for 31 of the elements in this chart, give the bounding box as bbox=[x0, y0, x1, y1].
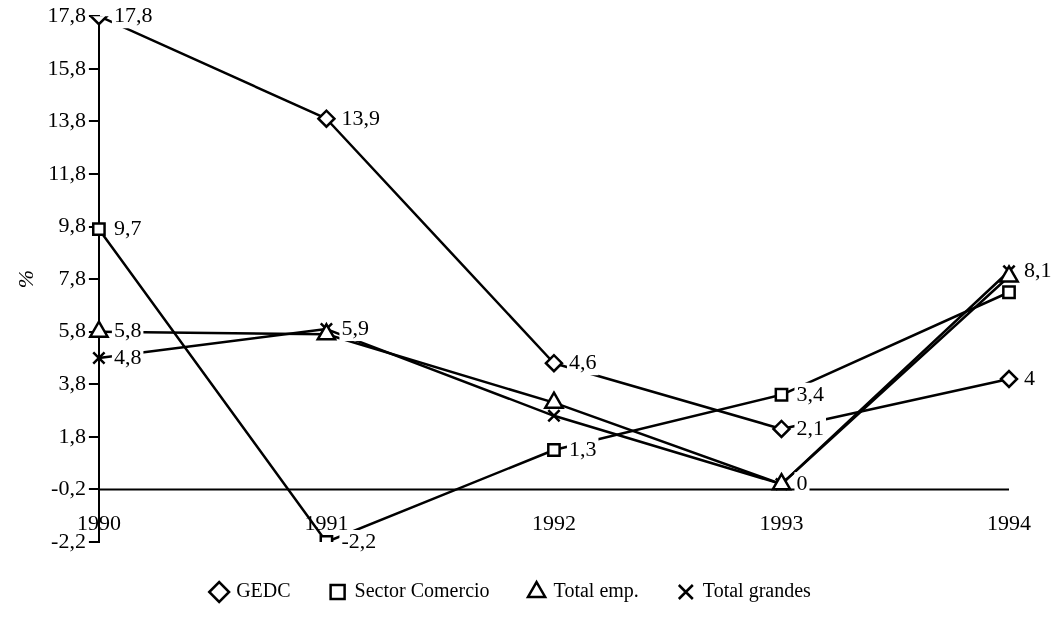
data-label: 1,3 bbox=[568, 435, 597, 461]
data-label: 8,1 bbox=[1024, 256, 1052, 282]
data-label: 4 bbox=[1024, 364, 1035, 390]
x-tick-label: 1992 bbox=[531, 510, 576, 536]
legend-label: Sector Comercio bbox=[354, 579, 490, 602]
data-label: 3,4 bbox=[796, 380, 824, 406]
data-label: 5,9 bbox=[341, 314, 369, 340]
y-tick-label: 13,8 bbox=[47, 107, 86, 133]
y-tick-label: 11,8 bbox=[48, 159, 86, 185]
y-tick-label: -0,2 bbox=[51, 475, 86, 501]
data-label: 4,6 bbox=[568, 349, 597, 375]
x-tick-label: 1994 bbox=[987, 510, 1031, 536]
data-label: 13,9 bbox=[341, 104, 380, 130]
y-tick-label: 5,8 bbox=[58, 317, 86, 343]
y-tick-label: 9,8 bbox=[58, 212, 86, 238]
data-label: 0 bbox=[796, 469, 808, 495]
y-tick-label: 17,8 bbox=[47, 1, 86, 27]
x-tick-label: 1993 bbox=[759, 510, 804, 536]
legend-label: GEDC bbox=[236, 579, 291, 602]
y-tick-label: 15,8 bbox=[47, 54, 86, 80]
data-label: 9,7 bbox=[113, 214, 142, 240]
y-tick-label: 7,8 bbox=[58, 264, 86, 290]
data-label: 17,8 bbox=[113, 1, 153, 27]
data-label: 4,8 bbox=[113, 343, 142, 369]
legend-label: Total grandes bbox=[702, 579, 812, 603]
data-label: 2,1 bbox=[796, 414, 824, 440]
legend-label: Total emp. bbox=[553, 579, 639, 603]
data-label: 5,8 bbox=[113, 317, 142, 343]
y-axis-title: % bbox=[12, 269, 38, 289]
y-tick-label: 3,8 bbox=[58, 370, 86, 396]
y-tick-label: 1,8 bbox=[58, 422, 86, 448]
